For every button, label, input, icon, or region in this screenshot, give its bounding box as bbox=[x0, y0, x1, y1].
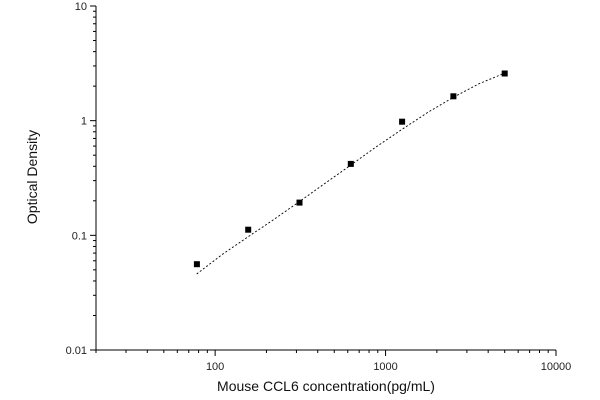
axes: 100 1000 10000 0.01 0.1 1 10 bbox=[66, 1, 572, 373]
y-tick-label: 0.01 bbox=[66, 345, 87, 357]
data-point bbox=[193, 261, 200, 268]
x-tick-label: 100 bbox=[206, 361, 224, 373]
y-tick-label: 0.1 bbox=[72, 230, 87, 242]
data-point bbox=[296, 199, 303, 206]
data-point bbox=[347, 160, 354, 167]
data-point bbox=[450, 93, 457, 100]
y-tick-label: 1 bbox=[81, 116, 87, 128]
x-tick-label: 10000 bbox=[541, 361, 572, 373]
data-point bbox=[501, 70, 508, 77]
x-axis-title: Mouse CCL6 concentration(pg/mL) bbox=[217, 378, 435, 394]
x-tick-label: 1000 bbox=[373, 361, 397, 373]
data-points-layer bbox=[193, 70, 508, 268]
y-tick-label: 10 bbox=[75, 1, 87, 13]
y-axis-title: Optical Density bbox=[24, 130, 40, 224]
data-point bbox=[245, 226, 252, 233]
fit-curve bbox=[196, 72, 505, 275]
fit-curve-layer bbox=[196, 72, 505, 275]
data-point bbox=[399, 118, 406, 125]
